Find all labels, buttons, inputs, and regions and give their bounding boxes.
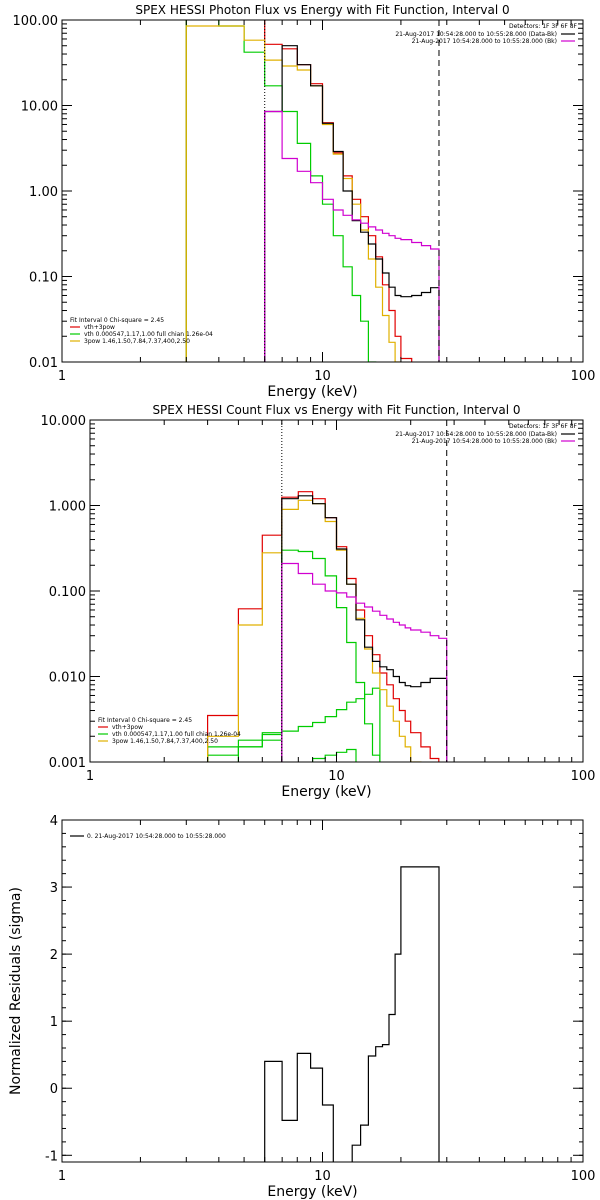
y-tick-label: 1: [50, 1015, 58, 1030]
legend-entry-label: 3pow 1.46,1.50,7.84,7.37,400,2.50: [84, 338, 190, 345]
y-tick-label: 2: [50, 948, 58, 963]
x-tick-label: 100: [571, 369, 596, 384]
legend-entry-label: 21-Aug-2017 10:54:28.000 to 10:55:28.000…: [395, 431, 557, 438]
legend-entry-label: vth 0.000547,1.17,1.00 full chian 1.26e-…: [84, 331, 213, 338]
series-line-5: [207, 499, 448, 762]
y-tick-label: 100.00: [13, 14, 59, 29]
plot-frame: [61, 819, 584, 1163]
legend-entry-label: 3pow 1.46,1.50,7.84,7.37,400,2.50: [112, 738, 218, 745]
series-group: [264, 866, 440, 1162]
series-line-4: [264, 45, 440, 362]
x-tick-label: 10: [314, 369, 331, 384]
y-tick-label: -1: [45, 1149, 58, 1164]
x-tick-label: 1: [58, 369, 66, 384]
y-tick-label: 3: [50, 881, 58, 896]
series-line-3: [207, 687, 381, 762]
y-tick-label: 10.000: [41, 414, 87, 429]
legend-entry-label: vth 0.000547,1.17,1.00 full chian 1.26e-…: [112, 731, 241, 738]
series-line-5: [264, 110, 440, 362]
x-tick-label: 10: [328, 769, 345, 784]
legend-entry-label: vth+3pow: [112, 724, 143, 731]
chart-panel-2: 1 10 100 0.001 0.010 0.100 1.000 10.000 SPEX HES…: [41, 403, 596, 800]
series-line-6: [281, 495, 448, 762]
series-group: [207, 491, 448, 762]
series-line-3: [185, 25, 440, 362]
legend-entry-label: vth+3pow: [84, 324, 115, 331]
legend-header: Detectors: 1F 3F 6F 8F: [509, 423, 578, 430]
x-tick-label: 10: [314, 1169, 331, 1184]
y-tick-label: 0: [50, 1082, 58, 1097]
x-tick-label: 100: [571, 769, 596, 784]
y-tick-label: 4: [50, 814, 58, 829]
x-tick-label: 100: [571, 1169, 596, 1184]
chart-title: SPEX HESSI Photon Flux vs Energy with Fi…: [135, 3, 509, 17]
x-tick-label: 1: [58, 1169, 66, 1184]
legend-entry-label: 0. 21-Aug-2017 10:54:28.000 to 10:55:28.…: [87, 833, 226, 840]
series-line-7: [281, 562, 448, 762]
chart-panel-1: 1 10 100 0.01 0.10 1.00 10.00 100.00 SPEX HESSI …: [13, 3, 596, 400]
legend-header: Fit Interval 0 Chi-square = 2.45: [70, 317, 164, 324]
chart-title: SPEX HESSI Count Flux vs Energy with Fit…: [152, 403, 520, 417]
y-axis-label: Normalized Residuals (sigma): [8, 887, 24, 1095]
y-tick-label: 0.01: [29, 356, 58, 371]
legend-entry-label: 21-Aug-2017 10:54:28.000 to 10:55:28.000…: [395, 31, 557, 38]
y-tick-label: 10.00: [21, 100, 58, 115]
chart-panel-3: 1 10 100 -1 0 1 2 3 4 Energy (keV) Normalized Resi…: [8, 814, 595, 1200]
y-tick-label: 1.00: [29, 185, 58, 200]
series-line-1: [207, 491, 448, 762]
x-axis-label: Energy (keV): [267, 1184, 357, 1200]
series-line-1: [264, 866, 440, 1162]
y-tick-label: 0.010: [49, 671, 86, 686]
x-axis-label: Energy (keV): [281, 784, 371, 800]
y-tick-label: 0.100: [49, 585, 86, 600]
series-line-1: [185, 20, 440, 362]
legend-entry-label: 21-Aug-2017 10:54:28.000 to 10:55:28.000…: [412, 38, 557, 45]
series-group: [185, 20, 440, 362]
x-tick-label: 1: [86, 769, 94, 784]
series-line-2: [185, 20, 440, 362]
x-axis-label: Energy (keV): [267, 384, 357, 400]
y-tick-label: 0.10: [29, 271, 58, 286]
y-tick-label: 1.000: [49, 500, 86, 515]
legend-header: Detectors: 1F 3F 6F 8F: [509, 23, 578, 30]
legend-header: Fit Interval 0 Chi-square = 2.45: [98, 717, 192, 724]
y-tick-label: 0.001: [49, 756, 86, 771]
legend-entry-label: 21-Aug-2017 10:54:28.000 to 10:55:28.000…: [412, 438, 557, 445]
